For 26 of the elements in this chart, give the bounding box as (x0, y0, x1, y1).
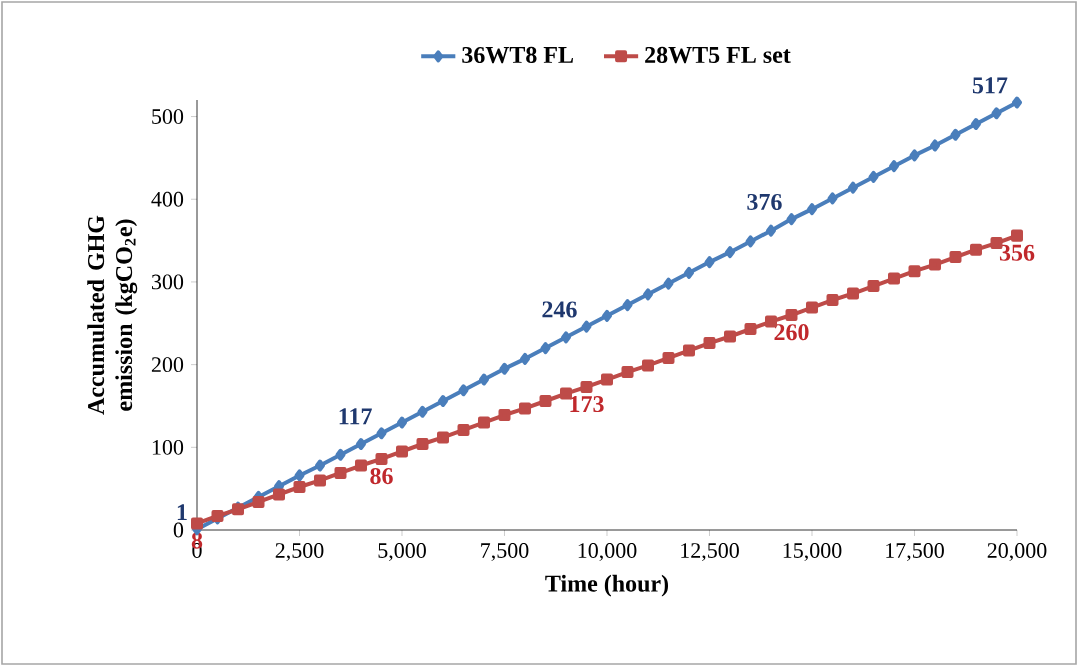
data-label: 86 (370, 467, 393, 485)
data-label: 246 (542, 301, 577, 318)
y-tick-label: 500 (152, 109, 184, 124)
legend-label: 36WT8 FL (462, 46, 573, 64)
y-tick-label: 300 (152, 274, 184, 290)
legend-label: 28WT5 FL set (645, 46, 791, 64)
data-label: 376 (747, 193, 782, 210)
y-tick-label: 0 (173, 522, 184, 538)
x-tick-label: 15,000 (783, 543, 842, 562)
x-tick-label: 17,500 (886, 543, 944, 562)
x-tick-label: 5,000 (378, 543, 426, 562)
x-tick-label: 12,500 (681, 543, 739, 562)
x-tick-label: 2,500 (275, 543, 324, 562)
data-label: 1 (177, 504, 187, 521)
y-tick-label: 400 (151, 191, 184, 207)
x-tick-label: 10,000 (578, 543, 637, 562)
data-label: 173 (570, 396, 604, 413)
data-label: 517 (972, 77, 1008, 94)
y-tick-label: 200 (151, 357, 184, 373)
data-label: 117 (339, 408, 372, 425)
x-axis-title: Time (hour) (545, 574, 669, 597)
x-tick-label: 7,500 (481, 543, 529, 562)
x-tick-label: 20,000 (987, 543, 1047, 562)
y-tick-label: 100 (152, 439, 184, 455)
data-label: 356 (999, 244, 1035, 261)
data-label: 260 (774, 324, 809, 341)
